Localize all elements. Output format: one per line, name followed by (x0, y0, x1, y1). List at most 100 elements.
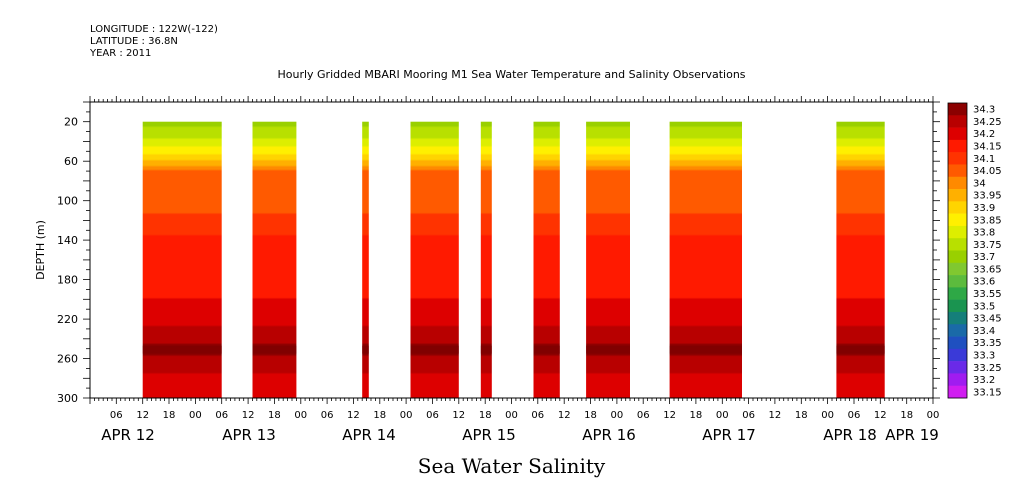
colorbar-label: 34.15 (973, 142, 1002, 153)
x-hour-tick-label: 12 (558, 410, 571, 421)
colorbar-label: 34 (973, 178, 986, 189)
y-tick-label: 300 (57, 392, 78, 405)
x-hour-tick-label: 00 (294, 410, 307, 421)
variable-title: Sea Water Salinity (417, 454, 606, 478)
colorbar-swatch (948, 103, 967, 116)
x-hour-tick-label: 00 (505, 410, 518, 421)
salinity-maximum-band (142, 345, 222, 354)
x-hour-tick-label: 18 (373, 410, 386, 421)
y-tick-label: 140 (57, 234, 78, 247)
colorbar-swatch (948, 189, 967, 202)
y-tick-label: 260 (57, 353, 78, 366)
colorbar-swatch (948, 250, 967, 264)
colorbar-label: 33.2 (973, 375, 995, 386)
colorbar-swatch (948, 336, 967, 350)
y-tick-label: 100 (57, 195, 78, 208)
colorbar-label: 33.75 (973, 240, 1002, 251)
x-hour-tick-label: 12 (242, 410, 255, 421)
x-hour-tick-label: 00 (716, 410, 729, 421)
x-hour-tick-label: 00 (927, 410, 940, 421)
colorbar-label: 33.55 (973, 289, 1002, 300)
colorbar-swatch (948, 361, 967, 374)
colorbar-label: 33.9 (973, 203, 995, 214)
y-axis-label: DEPTH (m) (34, 220, 47, 280)
colorbar-swatch (948, 275, 967, 288)
colorbar-frame (947, 102, 968, 399)
x-day-label: APR 19 (885, 426, 939, 444)
colorbar-swatch (948, 348, 967, 362)
colorbar-swatch (948, 385, 967, 399)
colorbar-label: 33.7 (973, 252, 995, 263)
x-hour-tick-label: 06 (215, 410, 228, 421)
colorbar-swatch (948, 311, 967, 325)
x-hour-tick-label: 06 (321, 410, 334, 421)
x-hour-tick-label: 18 (795, 410, 808, 421)
data-block-5 (480, 121, 492, 398)
colorbar-label: 33.25 (973, 363, 1002, 374)
data-block-2 (252, 121, 297, 398)
x-hour-tick-label: 00 (611, 410, 624, 421)
colorbar-label: 33.45 (973, 314, 1002, 325)
x-hour-tick-label: 00 (189, 410, 202, 421)
colorbar-swatch (948, 139, 967, 153)
x-day-label: APR 16 (582, 426, 636, 444)
salinity-maximum-band (533, 345, 560, 354)
salinity-maximum-band (252, 345, 297, 354)
longitude-label: LONGITUDE : 122W(-122) (90, 24, 218, 35)
metadata-block: LONGITUDE : 122W(-122) LATITUDE : 36.8N … (90, 24, 218, 60)
chart-title: Hourly Gridded MBARI Mooring M1 Sea Wate… (277, 68, 746, 81)
x-hour-tick-label: 12 (452, 410, 465, 421)
x-hour-tick-label: 18 (584, 410, 597, 421)
x-hour-tick-label: 18 (479, 410, 492, 421)
x-hour-tick-label: 06 (110, 410, 123, 421)
colorbar-label: 34.05 (973, 166, 1002, 177)
colorbar-label: 33.35 (973, 338, 1002, 349)
x-day-label: APR 14 (342, 426, 396, 444)
colorbar-label: 33.95 (973, 191, 1002, 202)
salinity-maximum-band (836, 345, 885, 354)
colorbar-swatch (948, 115, 967, 128)
y-tick-label: 220 (57, 313, 78, 326)
salinity-maximum-band (669, 345, 742, 354)
year-label: YEAR : 2011 (90, 48, 152, 59)
colorbar-swatch (948, 164, 967, 178)
x-hour-tick-label: 18 (268, 410, 281, 421)
salinity-maximum-band (362, 345, 369, 354)
x-hour-tick-label: 12 (347, 410, 360, 421)
x-hour-tick-label: 06 (637, 410, 650, 421)
colorbar-label: 34.3 (973, 105, 995, 116)
data-block-9 (836, 121, 885, 398)
x-hour-tick-label: 18 (163, 410, 176, 421)
x-hour-tick-label: 06 (742, 410, 755, 421)
colorbar-swatch (948, 373, 967, 387)
x-hour-tick-label: 00 (821, 410, 834, 421)
colorbar-swatch (948, 225, 967, 239)
data-block-7 (586, 121, 630, 398)
colorbar-label: 33.6 (973, 277, 995, 288)
colorbar-swatch (948, 213, 967, 227)
x-day-label: APR 15 (462, 426, 516, 444)
data-block-4 (410, 121, 459, 398)
latitude-label: LATITUDE : 36.8N (90, 36, 178, 47)
colorbar-swatch (948, 152, 967, 165)
colorbar-swatch (948, 299, 967, 313)
x-hour-tick-label: 12 (874, 410, 887, 421)
x-hour-tick-label: 06 (426, 410, 439, 421)
x-day-label: APR 12 (101, 426, 155, 444)
y-tick-label: 180 (57, 274, 78, 287)
colorbar-label: 34.1 (973, 154, 995, 165)
x-axis: 06 12 18 00 06 12 18 00 06 12 18 00 06 12 18 00 06 12 18 00… (89, 96, 940, 444)
colorbar-swatch (948, 201, 967, 214)
x-day-label: APR 17 (702, 426, 756, 444)
colorbar-label: 33.5 (973, 301, 995, 312)
x-hour-tick-label: 12 (136, 410, 149, 421)
colorbar-label: 33.15 (973, 387, 1002, 398)
colorbar: 34.334.2534.234.1534.134.053433.9533.933… (947, 102, 1002, 399)
x-hour-tick-label: 12 (769, 410, 782, 421)
salinity-maximum-band (410, 345, 459, 354)
data-block-1 (142, 121, 222, 398)
colorbar-label: 33.3 (973, 351, 995, 362)
salinity-maximum-band (480, 345, 492, 354)
data-block-6 (533, 121, 560, 398)
